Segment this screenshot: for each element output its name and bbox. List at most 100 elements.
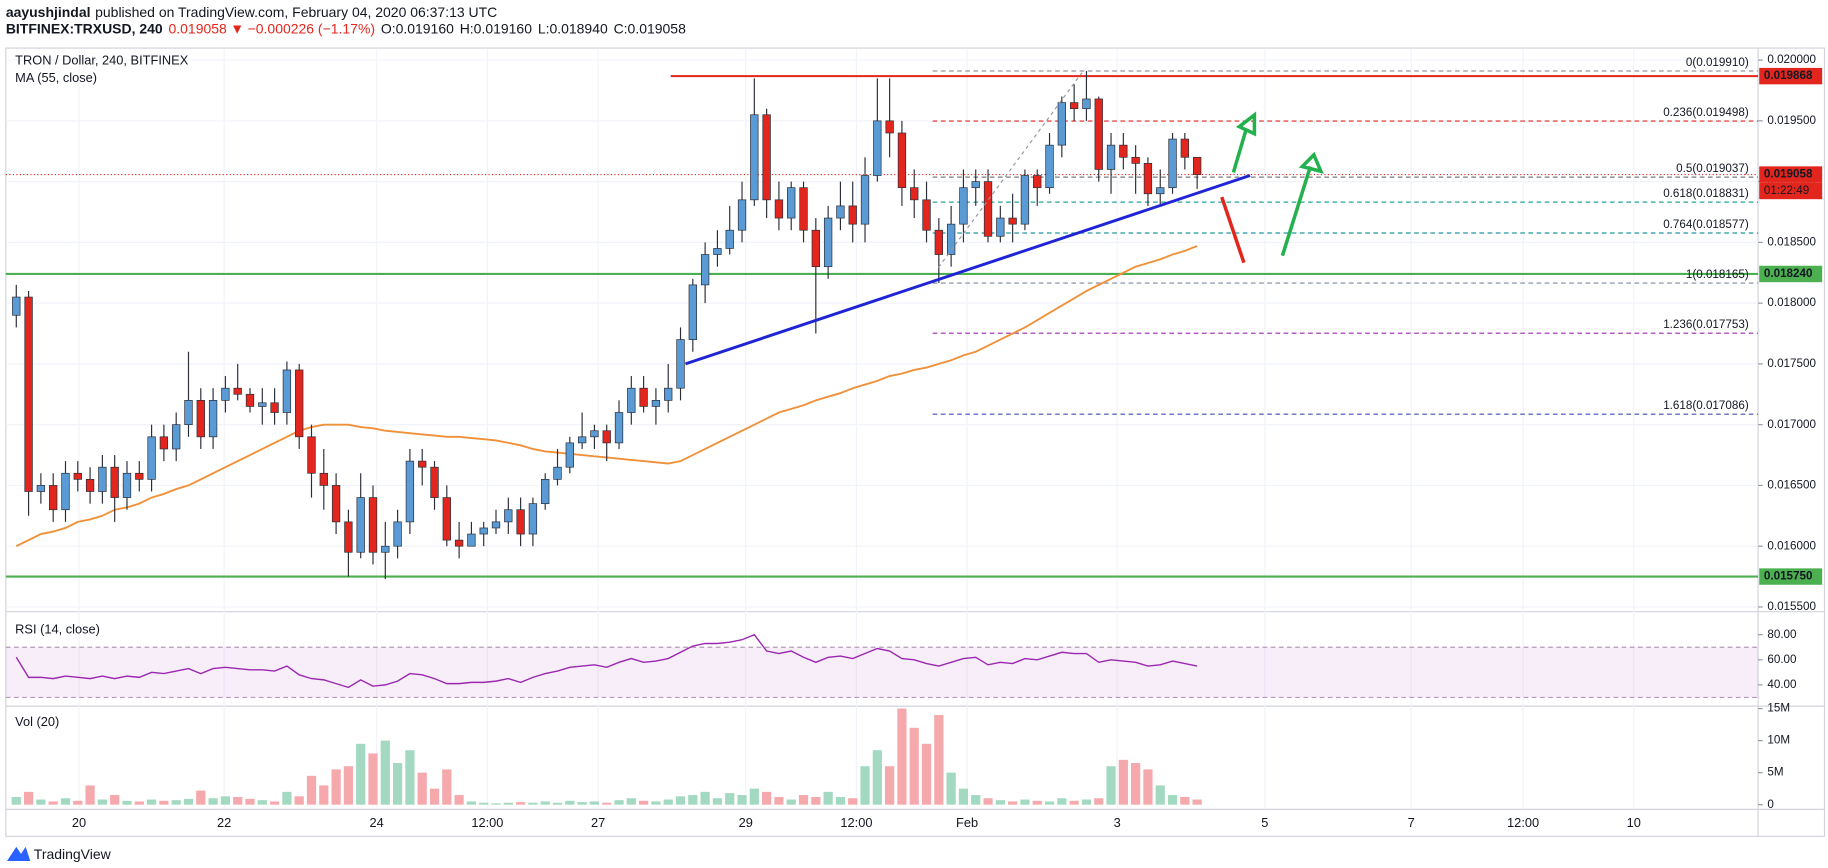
volume-bar [552, 802, 563, 805]
candle-body [36, 485, 46, 492]
volume-bar [1118, 759, 1128, 805]
candle-body [774, 199, 784, 219]
volume-bar [823, 791, 833, 805]
candle-body [885, 120, 894, 134]
last-price-label: 0.019058 [1764, 168, 1813, 181]
volume-bar [343, 766, 354, 805]
change: −0.000226 (−1.17%) [248, 20, 375, 36]
volume-bar [749, 788, 759, 805]
y-tick-label: 0.016000 [1767, 539, 1816, 552]
candle-body [799, 187, 808, 231]
candle-body [233, 387, 242, 395]
volume-bar [417, 772, 427, 805]
up-arrow-head [1298, 151, 1324, 174]
candle-body [61, 472, 70, 511]
volume-bar [602, 802, 612, 805]
candle-body [1033, 175, 1042, 189]
close: C:0.019058 [614, 20, 686, 36]
volume-bar [848, 798, 858, 805]
volume-bar [811, 796, 821, 805]
publish-line: aayushjindal published on TradingView.com… [6, 4, 497, 20]
volume-bar [885, 766, 895, 805]
candle-body [996, 217, 1005, 237]
y-tick-label: 15M [1767, 702, 1790, 715]
volume-bar [356, 743, 366, 805]
rsi-line [15, 633, 1198, 689]
candle-body [565, 442, 574, 468]
volume-bar [712, 798, 723, 805]
candle-body [750, 114, 759, 201]
volume-bar [1167, 795, 1178, 805]
volume-bar [515, 802, 526, 805]
y-tick-label: 0 [1767, 798, 1774, 811]
candle-body [110, 466, 119, 498]
x-tick-label: Feb [956, 815, 978, 830]
last-price: 0.019058 [169, 20, 227, 36]
candle-body [258, 402, 267, 407]
volume-bar [786, 799, 796, 805]
author: aayushjindal [6, 4, 91, 20]
y-tick-label: 0.017500 [1767, 357, 1816, 370]
candle-body [122, 472, 132, 498]
volume-bar [675, 796, 686, 805]
candle-body [910, 187, 919, 201]
candle-body [553, 466, 562, 480]
candle-body [860, 175, 870, 225]
volume-bar [565, 800, 575, 805]
candle-body [577, 436, 587, 444]
volume-bar [233, 796, 243, 805]
candle-body [147, 436, 156, 480]
volume-bar [946, 772, 956, 805]
x-tick-label: 12:00 [471, 815, 503, 830]
volume-bar [860, 766, 870, 805]
low: L:0.018940 [538, 20, 608, 36]
y-tick-label: 0.018500 [1767, 235, 1816, 248]
x-tick-label: 20 [72, 815, 86, 830]
footer-logo: TradingView [6, 846, 112, 862]
symbol-legend: TRON / Dollar, 240, BITFINEX [15, 52, 189, 67]
x-tick-label: 7 [1408, 815, 1415, 830]
candle-body [725, 229, 734, 249]
volume-bar [626, 798, 636, 805]
volume-bar [97, 799, 108, 805]
symbol: BITFINEX:TRXUSD, 240 [6, 20, 163, 36]
volume-bar [392, 763, 403, 805]
candle-body [1094, 98, 1103, 170]
volume-bar [934, 714, 944, 805]
candle-body [295, 369, 304, 438]
volume-bar [1106, 766, 1116, 805]
volume-bar [73, 800, 83, 805]
x-tick-label: 10 [1627, 815, 1641, 830]
candle-body [528, 503, 538, 535]
candle-body [959, 187, 968, 225]
candle-body [602, 430, 611, 444]
volume-bar [897, 708, 907, 805]
candle-body [1119, 144, 1128, 158]
candle-body [270, 402, 279, 413]
candle-body [713, 248, 722, 255]
candle-body [1192, 156, 1202, 175]
candle-body [1131, 156, 1140, 164]
candle-body [651, 400, 661, 407]
x-tick-label: 3 [1114, 815, 1121, 830]
logo-icon [6, 846, 31, 861]
candle-body [381, 545, 390, 553]
candle-body [922, 199, 931, 231]
candle-body [1045, 144, 1054, 189]
candle-body [700, 254, 710, 286]
volume-bar [85, 785, 95, 805]
brand: TradingView [34, 846, 112, 862]
volume-bar [1057, 798, 1067, 805]
volume-bar [146, 799, 157, 805]
candle-body [184, 400, 193, 426]
volume-bar [1008, 801, 1018, 805]
x-tick-label: 12:00 [1507, 815, 1539, 830]
candle-body [430, 466, 439, 498]
volume-bar [110, 795, 120, 805]
candle-body [393, 521, 402, 547]
candle-body [811, 229, 820, 268]
volume-bar [282, 791, 292, 805]
x-tick-label: 29 [739, 815, 753, 830]
countdown-label: 01:22:49 [1764, 184, 1809, 197]
